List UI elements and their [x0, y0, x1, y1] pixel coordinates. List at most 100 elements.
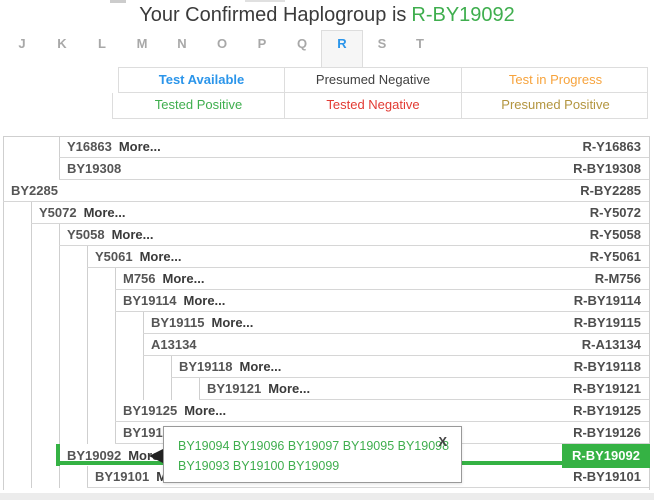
more-link[interactable]: More...	[184, 403, 227, 418]
tree-connector-line	[3, 136, 4, 490]
snp-label[interactable]: BY19114	[123, 293, 177, 308]
snp-label[interactable]: BY19308	[67, 161, 122, 176]
tree-row: BY2285 R-BY2285	[3, 180, 649, 202]
tree-row: Y16863 More... R-Y16863	[59, 136, 649, 158]
nav-letter-P[interactable]: P	[257, 36, 267, 51]
branch-label: R-BY19121	[573, 381, 641, 396]
branch-label: R-BY19126	[573, 425, 641, 440]
tree-row: M756 More... R-M756	[115, 268, 649, 290]
snp-label[interactable]: BY19121	[207, 381, 262, 396]
tree-row: BY19121 More... R-BY19121	[199, 378, 649, 400]
snp-label[interactable]: BY19101	[95, 469, 150, 484]
nav-letter-S[interactable]: S	[377, 36, 387, 51]
page-title: Your Confirmed Haplogroup is R-BY19092	[0, 4, 654, 27]
more-link[interactable]: More...	[111, 227, 154, 242]
tree-connector-line	[87, 246, 88, 444]
nav-letter-J[interactable]: J	[18, 36, 26, 51]
snp-label[interactable]: BY19125	[123, 403, 178, 418]
nav-letter-Q[interactable]: Q	[296, 36, 308, 51]
nav-letter-M[interactable]: M	[136, 36, 148, 51]
tooltip-close-button[interactable]: X	[438, 434, 447, 449]
more-link[interactable]: More...	[83, 205, 126, 220]
tree-row-node: BY2285	[11, 183, 58, 198]
branch-label: R-Y5072	[589, 205, 641, 220]
nav-letter-N[interactable]: N	[177, 36, 187, 51]
tree-row-node: M756 More...	[123, 271, 204, 286]
confirmed-branch-highlight-bar	[56, 444, 60, 466]
tree-row-node: Y5061 More...	[95, 249, 182, 264]
tooltip-arrow-icon	[149, 449, 163, 463]
snp-label[interactable]: Y5058	[67, 227, 105, 242]
branch-label: R-M756	[594, 271, 641, 286]
tree-connector-line	[171, 356, 172, 400]
tree-row-node: BY19308	[67, 161, 121, 176]
legend-cell: Tested Positive	[154, 97, 243, 112]
nav-letter-R[interactable]: R	[337, 36, 347, 51]
snp-label[interactable]: Y16863	[67, 139, 112, 154]
confirmed-branch-badge: R-BY19092	[562, 444, 650, 468]
tree-row: Y5072 More... R-Y5072	[31, 202, 649, 224]
downstream-snps-tooltip: BY19094 BY19096 BY19097 BY19095 BY19098 …	[163, 426, 462, 483]
nav-letter-O[interactable]: O	[216, 36, 228, 51]
snp-label[interactable]: BY19115	[151, 315, 205, 330]
more-link[interactable]: More...	[139, 249, 182, 264]
snp-label[interactable]: BY2285	[11, 183, 58, 198]
more-link[interactable]: More...	[162, 271, 205, 286]
tooltip-snp-line: BY19094 BY19096 BY19097 BY19095 BY19098	[178, 439, 450, 453]
cropped-ui-artifact	[110, 0, 126, 3]
branch-label: R-BY19308	[573, 161, 641, 176]
more-link[interactable]: More...	[239, 359, 282, 374]
legend-cell: Test in Progress	[461, 68, 649, 92]
tree-row: BY19118 More... R-BY19118	[171, 356, 649, 378]
tooltip-snp-line: BY19093 BY19100 BY19099	[178, 459, 340, 473]
tree-row-node: BY19125 More...	[123, 403, 226, 418]
tree-connector-line	[59, 136, 60, 180]
tree-connector-line	[87, 466, 88, 488]
nav-letter-L[interactable]: L	[98, 36, 106, 51]
tree-row-node: BY19115 More...	[151, 315, 253, 330]
snp-label[interactable]: A13134	[151, 337, 197, 352]
branch-label: R-Y5061	[589, 249, 641, 264]
snp-label[interactable]: Y5072	[39, 205, 77, 220]
nav-letter-K[interactable]: K	[57, 36, 67, 51]
tree-row: Y5058 More... R-Y5058	[59, 224, 649, 246]
branch-label: R-BY19115	[573, 315, 641, 330]
branch-label: R-BY19114	[573, 293, 641, 308]
more-link[interactable]: More...	[118, 139, 161, 154]
tree-connector-line	[31, 202, 32, 488]
tree-row: BY19115 More... R-BY19115	[143, 312, 649, 334]
legend-cell: Tested Negative	[284, 93, 461, 118]
more-link[interactable]: More...	[211, 315, 254, 330]
tooltip-snp-list: BY19094 BY19096 BY19097 BY19095 BY19098 …	[178, 436, 449, 476]
cropped-ui-artifact	[245, 0, 285, 2]
legend-row-2: Tested Positive Tested Negative Presumed P…	[112, 93, 648, 119]
snp-label[interactable]: BY19092	[67, 447, 122, 463]
tree-connector-line	[199, 378, 200, 400]
branch-label: R-BY19125	[573, 403, 641, 418]
active-letter-tab[interactable]	[321, 30, 363, 67]
snp-label[interactable]: M756	[123, 271, 156, 286]
tree-connector-line	[143, 312, 144, 400]
tree-row: BY19125 More... R-BY19125	[115, 400, 649, 422]
nav-letter-T[interactable]: T	[416, 36, 424, 51]
branch-label: R-Y5058	[589, 227, 641, 242]
tree-row-node: Y16863 More...	[67, 139, 161, 154]
snp-label[interactable]: BY19118	[179, 359, 233, 374]
tree-row-node: BY19118 More...	[179, 359, 281, 374]
page-bottom-strip	[0, 493, 654, 500]
branch-label: R-Y16863	[582, 139, 641, 154]
tree-row: BY19308 R-BY19308	[59, 158, 649, 180]
legend-cell: Presumed Negative	[284, 68, 461, 92]
tree-connector-line	[59, 224, 60, 444]
tree-connector-line	[649, 136, 650, 490]
tree-row-node: A13134	[151, 337, 197, 352]
more-link[interactable]: More...	[268, 381, 311, 396]
tree-row-node: BY19114 More...	[123, 293, 225, 308]
branch-label: R-BY2285	[580, 183, 641, 198]
snp-label[interactable]: Y5061	[95, 249, 133, 264]
tree-row-node: Y5058 More...	[67, 227, 154, 242]
branch-label: R-BY19118	[573, 359, 641, 374]
tree-connector-line	[3, 136, 649, 137]
more-link[interactable]: More...	[183, 293, 226, 308]
